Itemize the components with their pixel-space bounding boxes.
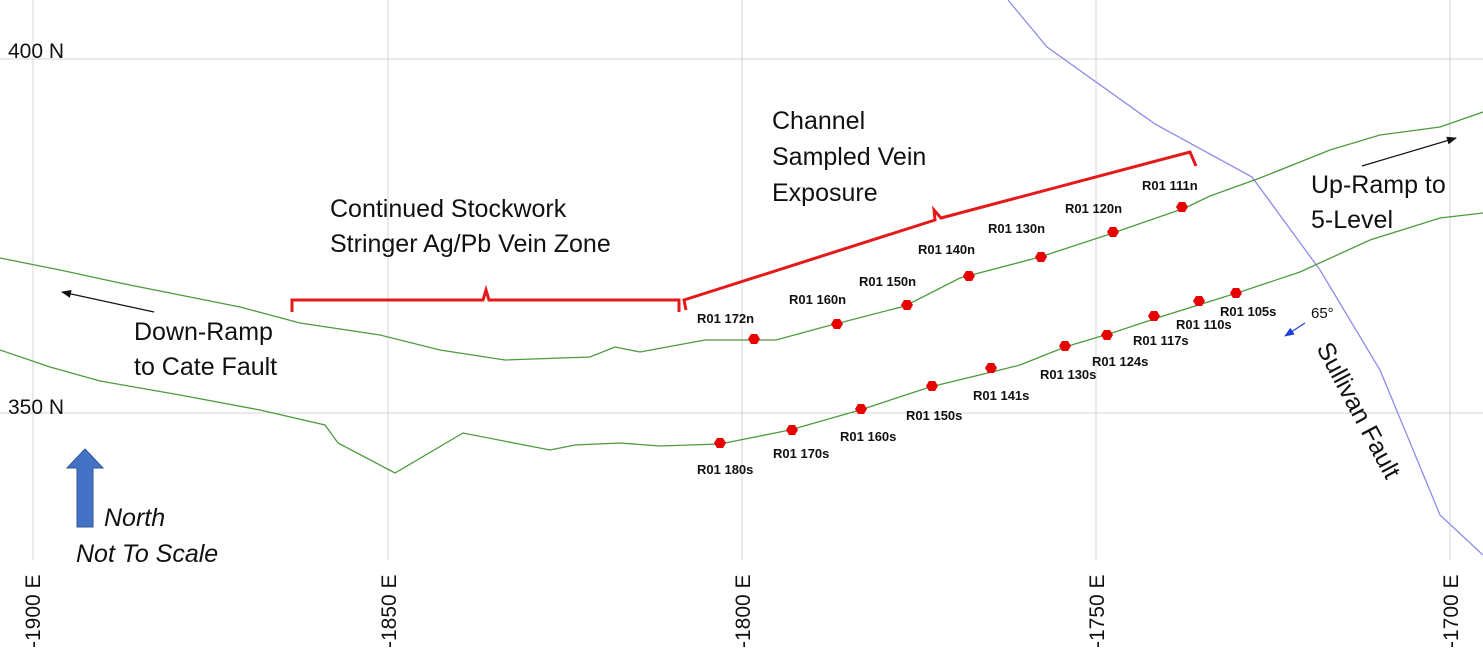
- up-ramp-arrow: [1361, 136, 1457, 167]
- sullivan-fault-label: Sullivan Fault: [1311, 338, 1406, 484]
- sample-label-n120: R01 120n: [1065, 201, 1122, 216]
- sample-label-s160: R01 160s: [840, 429, 896, 444]
- sample-label-n111: R01 111n: [1142, 178, 1198, 193]
- sample-point-n140[interactable]: [963, 271, 975, 281]
- up-ramp-label-line1: Up-Ramp to: [1311, 171, 1446, 199]
- easting-label-1750e: -1750 E: [1086, 574, 1109, 648]
- northing-label-400n: 400 N: [8, 40, 64, 63]
- sample-label-s180: R01 180s: [697, 462, 753, 477]
- sample-point-s130[interactable]: [1059, 341, 1071, 351]
- sample-label-s124: R01 124s: [1092, 354, 1148, 369]
- channel-sampled-label-line3: Exposure: [772, 179, 878, 207]
- stockwork-zone-label-line1: Continued Stockwork: [330, 195, 567, 223]
- sample-label-s130: R01 130s: [1040, 367, 1096, 382]
- sample-label-n150: R01 150n: [859, 274, 916, 289]
- sample-point-n150[interactable]: [901, 300, 913, 310]
- channel-sampled-label-line2: Sampled Vein: [772, 143, 926, 171]
- south-sample-points: [714, 288, 1242, 448]
- sample-point-s180[interactable]: [714, 438, 726, 448]
- north-arrow-icon: [65, 448, 105, 528]
- sample-point-s117[interactable]: [1148, 311, 1160, 321]
- easting-label-1900e: -1900 E: [22, 574, 45, 648]
- down-ramp-label: Down-Ramp to Cate Fault: [134, 318, 280, 381]
- sample-label-n140: R01 140n: [918, 242, 975, 257]
- sample-point-s141[interactable]: [985, 363, 997, 373]
- down-ramp-label-line2: to Cate Fault: [134, 353, 277, 381]
- sample-point-s105[interactable]: [1230, 288, 1242, 298]
- sample-point-n111[interactable]: [1176, 202, 1188, 212]
- easting-label-1850e: -1850 E: [378, 574, 401, 648]
- stockwork-zone-label-line2: Stringer Ag/Pb Vein Zone: [330, 230, 611, 258]
- north-label: North: [104, 504, 165, 532]
- stockwork-zone-bracket: [290, 284, 681, 312]
- sample-label-n172: R01 172n: [697, 311, 754, 326]
- sample-point-n130[interactable]: [1035, 252, 1047, 262]
- sample-label-n130: R01 130n: [988, 221, 1045, 236]
- sample-point-n160[interactable]: [831, 319, 843, 329]
- easting-label-1800e: -1800 E: [732, 574, 755, 648]
- sample-label-s105: R01 105s: [1220, 304, 1276, 319]
- sample-point-s110[interactable]: [1193, 296, 1205, 306]
- up-ramp-label-line2: 5-Level: [1311, 206, 1393, 234]
- sullivan-fault-line: [1007, 0, 1483, 556]
- sample-point-n120[interactable]: [1107, 227, 1119, 237]
- sample-label-s110: R01 110s: [1176, 317, 1232, 332]
- sample-point-n172[interactable]: [748, 334, 760, 344]
- down-ramp-label-line1: Down-Ramp: [134, 318, 273, 346]
- north-sample-points: [748, 202, 1188, 344]
- channel-sampled-label: Channel Sampled Vein Exposure: [772, 107, 933, 207]
- down-ramp-arrow: [61, 290, 155, 313]
- scale-note-label: Not To Scale: [76, 540, 218, 568]
- sample-point-s150[interactable]: [926, 381, 938, 391]
- sample-label-s117: R01 117s: [1133, 333, 1189, 348]
- stockwork-zone-label: Continued Stockwork Stringer Ag/Pb Vein …: [330, 195, 611, 258]
- dip-label: 65°: [1311, 305, 1334, 322]
- sample-label-s170: R01 170s: [773, 446, 829, 461]
- dip-arrow: [1284, 322, 1306, 337]
- up-ramp-label: Up-Ramp to 5-Level: [1311, 171, 1453, 234]
- sample-point-s170[interactable]: [786, 425, 798, 435]
- sample-label-s150: R01 150s: [906, 408, 962, 423]
- northing-label-350n: 350 N: [8, 396, 64, 419]
- sample-point-s160[interactable]: [855, 404, 867, 414]
- sample-label-n160: R01 160n: [789, 292, 846, 307]
- sample-label-s141: R01 141s: [973, 388, 1029, 403]
- easting-label-1700e: -1700 E: [1440, 574, 1463, 648]
- channel-sampled-bracket: [682, 150, 1198, 311]
- drift-north-wall: [0, 111, 1483, 361]
- sample-point-s124[interactable]: [1101, 330, 1113, 340]
- channel-sampled-label-line1: Channel: [772, 107, 865, 135]
